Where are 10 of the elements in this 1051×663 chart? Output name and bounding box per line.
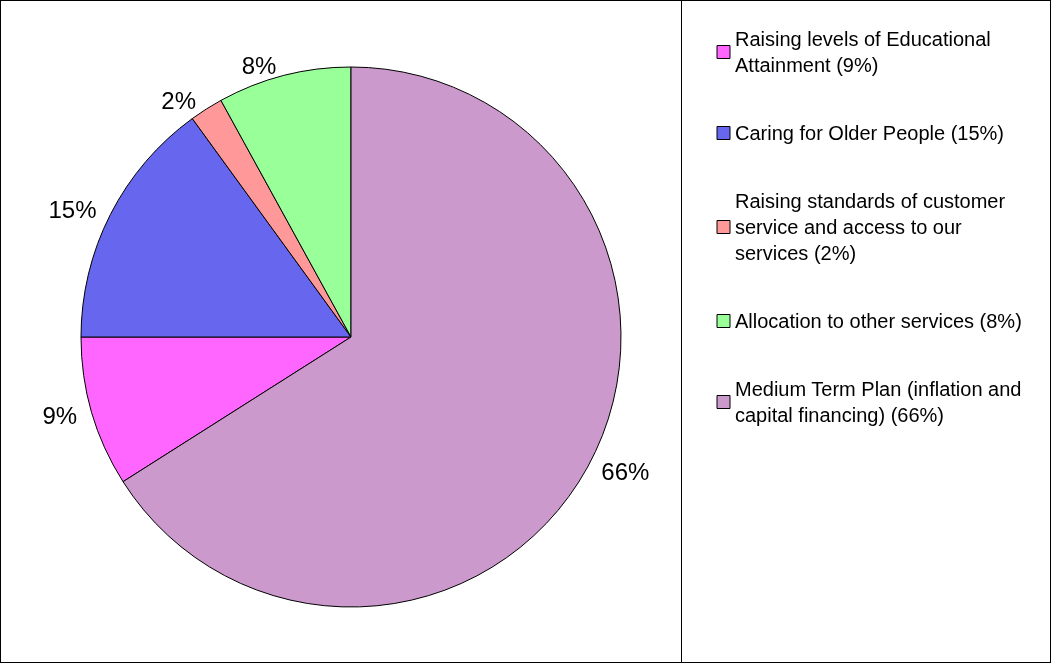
data-label: 15%	[48, 196, 97, 224]
legend-label: Raising levels of Educational Attainment (9%)	[735, 28, 997, 76]
data-label: 8%	[241, 52, 277, 80]
legend-label: Caring for Older People (15%)	[735, 122, 1005, 144]
legend-label: Raising standards of customer service and access to our services (2%)	[735, 190, 1011, 264]
data-label: 9%	[42, 401, 78, 429]
data-label: 66%	[601, 458, 650, 486]
data-label: 2%	[161, 87, 196, 115]
legend-label: Allocation to other services (8%)	[735, 310, 1022, 332]
legend-label: Medium Term Plan (inflation and capital financing) (66%)	[735, 378, 1027, 426]
